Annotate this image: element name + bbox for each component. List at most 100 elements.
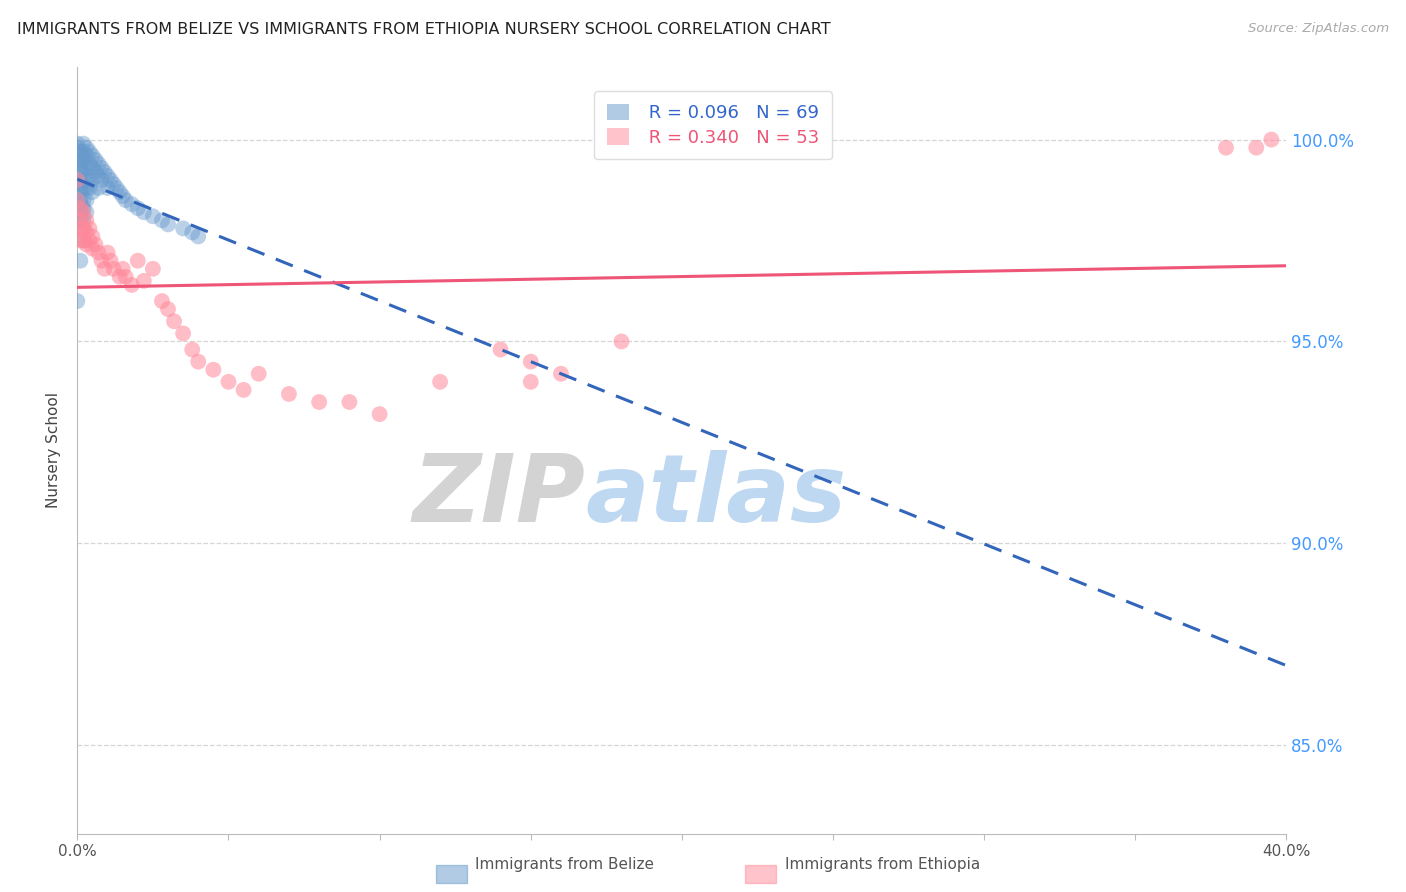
Point — [87, 245, 110, 260]
Point — [72, 205, 94, 219]
Point — [69, 165, 91, 179]
Point — [127, 253, 149, 268]
Point — [75, 193, 97, 207]
Point — [132, 274, 155, 288]
Point — [142, 261, 165, 276]
Point — [187, 354, 209, 368]
Point — [69, 157, 91, 171]
Point — [75, 141, 97, 155]
Point — [103, 261, 125, 276]
Point — [157, 218, 180, 232]
Point — [72, 161, 94, 175]
Point — [82, 161, 104, 175]
Point — [69, 201, 91, 215]
Point — [308, 395, 330, 409]
Point — [111, 261, 134, 276]
Point — [489, 343, 512, 357]
Point — [79, 234, 101, 248]
Point — [69, 145, 91, 159]
Point — [218, 375, 240, 389]
Point — [66, 294, 89, 309]
Point — [72, 181, 94, 195]
Point — [69, 177, 91, 191]
Text: ZIP: ZIP — [412, 450, 585, 542]
Point — [96, 245, 118, 260]
Point — [69, 213, 91, 227]
Point — [202, 362, 225, 376]
Point — [72, 234, 94, 248]
Point — [79, 221, 101, 235]
Text: Immigrants from Belize: Immigrants from Belize — [475, 857, 654, 872]
Point — [142, 209, 165, 223]
Point — [75, 237, 97, 252]
Point — [72, 145, 94, 159]
Point — [79, 145, 101, 159]
Point — [69, 173, 91, 187]
Point — [69, 149, 91, 163]
Point — [87, 157, 110, 171]
Point — [121, 197, 143, 211]
Point — [69, 253, 91, 268]
Point — [163, 314, 186, 328]
Point — [72, 221, 94, 235]
Point — [69, 161, 91, 175]
Point — [150, 213, 173, 227]
Point — [82, 229, 104, 244]
Point — [108, 185, 131, 199]
Point — [84, 165, 107, 179]
Point — [82, 149, 104, 163]
Point — [157, 302, 180, 317]
Point — [66, 136, 89, 151]
Point — [84, 237, 107, 252]
Point — [82, 242, 104, 256]
Point — [114, 193, 136, 207]
Point — [550, 367, 572, 381]
Point — [75, 181, 97, 195]
Point — [150, 294, 173, 309]
Text: Source: ZipAtlas.com: Source: ZipAtlas.com — [1249, 22, 1389, 36]
Point — [337, 395, 360, 409]
Y-axis label: Nursery School: Nursery School — [46, 392, 62, 508]
Point — [79, 157, 101, 171]
Point — [69, 213, 91, 227]
Point — [69, 153, 91, 167]
Legend:  R = 0.096   N = 69,  R = 0.340   N = 53: R = 0.096 N = 69, R = 0.340 N = 53 — [595, 91, 832, 160]
Point — [66, 173, 89, 187]
Point — [520, 354, 543, 368]
Point — [610, 334, 633, 349]
Point — [69, 197, 91, 211]
Point — [90, 161, 112, 175]
Point — [100, 173, 122, 187]
Point — [181, 226, 204, 240]
Point — [79, 181, 101, 195]
Point — [87, 169, 110, 183]
Point — [82, 173, 104, 187]
Text: Immigrants from Ethiopia: Immigrants from Ethiopia — [785, 857, 980, 872]
Point — [132, 205, 155, 219]
Point — [72, 153, 94, 167]
Point — [66, 193, 89, 207]
Point — [121, 277, 143, 292]
Point — [103, 177, 125, 191]
Point — [75, 226, 97, 240]
Point — [105, 181, 128, 195]
Point — [72, 136, 94, 151]
Point — [368, 407, 391, 421]
Point — [93, 261, 115, 276]
Point — [108, 269, 131, 284]
Point — [1215, 141, 1237, 155]
Point — [66, 141, 89, 155]
Point — [69, 193, 91, 207]
Point — [114, 269, 136, 284]
Point — [93, 165, 115, 179]
Point — [72, 234, 94, 248]
Point — [72, 201, 94, 215]
Point — [278, 387, 301, 401]
Point — [90, 253, 112, 268]
Point — [111, 189, 134, 203]
Point — [69, 205, 91, 219]
Point — [520, 375, 543, 389]
Text: atlas: atlas — [585, 450, 846, 542]
Point — [429, 375, 451, 389]
Point — [181, 343, 204, 357]
